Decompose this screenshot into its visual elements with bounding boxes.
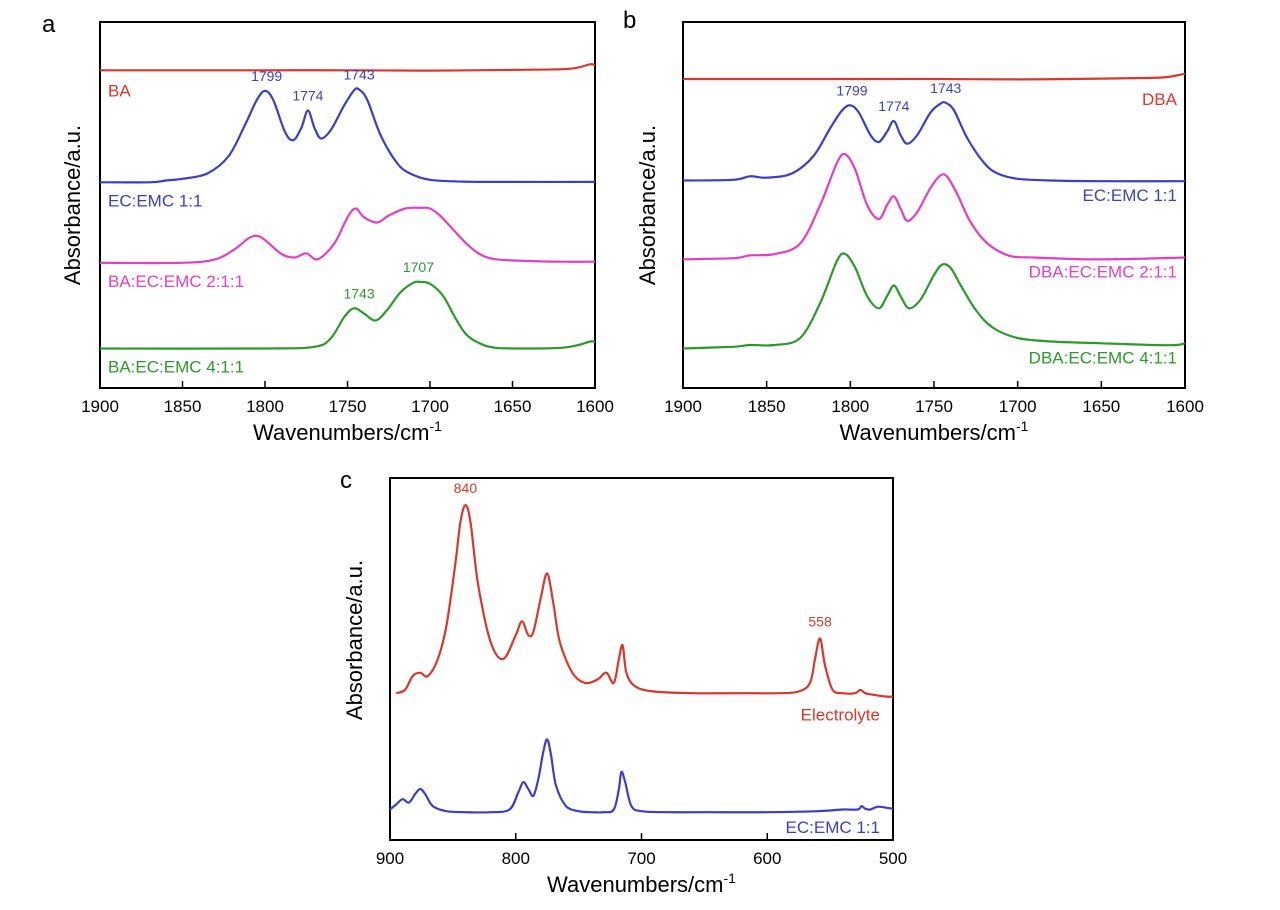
peak-label: 558 — [808, 613, 832, 629]
x-tick-label: 1900 — [664, 397, 702, 416]
peak-label: 1743 — [343, 285, 374, 301]
series-label: Electrolyte — [801, 706, 880, 725]
peak-label: 1799 — [251, 68, 282, 84]
series-label: BA — [108, 81, 131, 100]
x-axis-label: Wavenumbers/cm-1 — [547, 870, 736, 897]
peak-label: 1743 — [343, 67, 374, 83]
peak-label: 1743 — [930, 80, 961, 96]
series-label: DBA:EC:EMC 2:1:1 — [1029, 263, 1177, 282]
x-tick-label: 1850 — [164, 397, 202, 416]
x-tick-label: 1650 — [494, 397, 532, 416]
panel-a: 1900 1850 1800 1750 1700 1650 1600 Wavenumbers/… — [42, 11, 614, 445]
panel-c: 900 800 700 600 500 Wavenumbers/cm-1 Absorbanc… — [340, 467, 907, 897]
x-tick-label: 1850 — [748, 397, 786, 416]
series-label: EC:EMC 1:1 — [1083, 186, 1177, 205]
peak-label: 1707 — [403, 259, 434, 275]
x-tick-label: 1900 — [81, 397, 119, 416]
series-line — [99, 280, 596, 350]
panel-letter: a — [42, 11, 56, 38]
series-line — [100, 63, 596, 72]
series-label: BA:EC:EMC 2:1:1 — [108, 272, 244, 291]
peak-label: 840 — [454, 480, 478, 496]
series-label: BA:EC:EMC 4:1:1 — [108, 358, 244, 377]
x-axis-label: Wavenumbers/cm-1 — [253, 418, 442, 445]
x-tick-label: 1600 — [576, 397, 614, 416]
series-line — [682, 152, 1186, 261]
y-axis-label: Absorbance/a.u. — [60, 125, 85, 285]
series-label: DBA:EC:EMC 4:1:1 — [1029, 348, 1177, 367]
x-tick-label: 1650 — [1082, 397, 1120, 416]
x-tick-label: 500 — [879, 849, 907, 868]
series-line — [682, 252, 1186, 350]
panel-letter: c — [340, 467, 352, 494]
peak-label: 1774 — [878, 98, 909, 114]
x-axis-label: Wavenumbers/cm-1 — [840, 418, 1029, 445]
series-label: EC:EMC 1:1 — [786, 818, 880, 837]
x-tick-label: 1600 — [1166, 397, 1204, 416]
y-axis-label: Absorbance/a.u. — [635, 125, 660, 285]
x-tick-label: 800 — [502, 849, 530, 868]
x-tick-label: 700 — [627, 849, 655, 868]
panel-b: 1900 1850 1800 1750 1700 1650 1600 Wavenumbers/… — [623, 7, 1204, 445]
peak-label: 1799 — [836, 82, 867, 98]
x-tick-label: 1750 — [915, 397, 953, 416]
series-line — [99, 87, 596, 184]
y-axis-label: Absorbance/a.u. — [342, 560, 367, 720]
x-tick-label: 1800 — [246, 397, 284, 416]
peak-label: 1774 — [292, 88, 323, 104]
x-tick-label: 1700 — [411, 397, 449, 416]
series-line — [395, 504, 894, 698]
series-line — [682, 72, 1186, 81]
series-line — [682, 100, 1186, 183]
x-tick-label: 1700 — [999, 397, 1037, 416]
x-tick-label: 1750 — [329, 397, 367, 416]
x-tick-label: 600 — [753, 849, 781, 868]
series-label: EC:EMC 1:1 — [108, 191, 202, 210]
x-tick-label: 900 — [376, 849, 404, 868]
series-line — [389, 738, 894, 814]
x-tick-label: 1800 — [831, 397, 869, 416]
plot-frame — [389, 477, 894, 841]
series-label: DBA — [1142, 90, 1178, 109]
series-line — [99, 206, 596, 265]
panel-letter: b — [623, 7, 636, 34]
